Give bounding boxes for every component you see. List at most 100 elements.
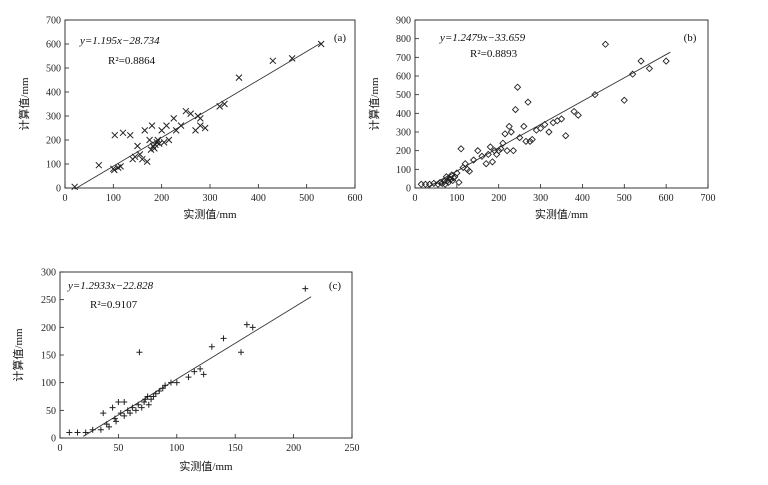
y-tick-label: 0 (406, 184, 411, 195)
data-point (167, 379, 174, 386)
data-point (141, 399, 148, 406)
data-point (557, 115, 566, 123)
data-point (516, 133, 524, 142)
data-point (465, 167, 474, 175)
y-tick-label: 900 (396, 16, 411, 27)
data-point (541, 120, 549, 129)
data-point (110, 166, 118, 174)
data-point (474, 147, 482, 155)
x-tick-label: 500 (299, 193, 314, 204)
y-tick-label: 100 (41, 378, 56, 389)
panel-label: (c) (329, 280, 342, 292)
y-tick-label: 400 (46, 88, 61, 99)
data-point (146, 136, 153, 144)
data-point (74, 429, 81, 436)
y-tick-label: 100 (396, 165, 411, 176)
data-point (201, 124, 209, 132)
data-point (495, 147, 503, 155)
data-point (132, 407, 139, 414)
data-point (162, 382, 169, 389)
data-point (645, 64, 654, 73)
data-point (526, 137, 534, 145)
data-point (109, 404, 116, 411)
data-point (134, 142, 141, 150)
y-tick-label: 200 (46, 136, 61, 147)
data-point (499, 139, 507, 147)
data-point (662, 57, 670, 65)
y-tick-label: 0 (56, 184, 61, 195)
data-point (302, 285, 309, 292)
data-point (243, 321, 250, 328)
x-tick-label: 100 (169, 443, 184, 454)
data-point (127, 410, 134, 417)
y-tick-label: 800 (396, 34, 411, 45)
data-point (440, 177, 448, 186)
data-point (221, 100, 228, 108)
data-point (455, 178, 463, 187)
data-point (249, 324, 256, 331)
data-point (106, 423, 113, 430)
y-axis-label: 计算值/mm (17, 77, 31, 131)
y-tick-label: 100 (46, 160, 61, 171)
data-point (138, 155, 146, 163)
r-squared-label: R²=0.8893 (470, 48, 518, 60)
x-tick-label: 700 (701, 193, 716, 204)
x-tick-label: 400 (251, 193, 266, 204)
y-tick-label: 150 (41, 351, 56, 362)
data-point (148, 122, 156, 129)
data-point (173, 379, 180, 386)
data-point (115, 399, 122, 406)
r-squared-label: R²=0.8864 (108, 55, 156, 67)
data-point (478, 152, 486, 160)
panel-label: (b) (684, 32, 697, 44)
y-tick-label: 500 (46, 64, 61, 75)
chart-panel-a: 0 100 200 300 400 500 600 0 100 200 300 400 500 600 70… (17, 16, 363, 222)
data-point (426, 180, 434, 188)
data-point (191, 368, 198, 375)
data-point (501, 130, 509, 138)
y-tick-label: 50 (46, 406, 56, 417)
data-point (601, 40, 610, 48)
data-point (155, 140, 163, 147)
data-point (457, 145, 465, 153)
data-point (574, 111, 582, 119)
data-point (177, 122, 185, 129)
data-point (524, 98, 532, 106)
data-point (503, 147, 511, 155)
data-point (119, 129, 127, 137)
data-point (156, 387, 163, 394)
plot-frame (414, 19, 709, 189)
data-point (131, 153, 139, 161)
data-point (469, 156, 478, 164)
x-tick-label: 200 (154, 193, 169, 204)
data-point (154, 136, 162, 144)
x-tick-label: 500 (617, 193, 632, 204)
data-point (553, 117, 561, 125)
data-point (488, 158, 497, 166)
data-point (117, 410, 124, 417)
data-point (113, 418, 120, 425)
data-point (269, 57, 277, 65)
data-point (511, 105, 520, 114)
x-tick-label: 100 (106, 193, 121, 204)
y-axis-label: 计算值/mm (367, 77, 381, 131)
data-point (200, 371, 207, 378)
data-point (497, 145, 505, 153)
data-point (82, 429, 89, 436)
data-point (196, 115, 204, 122)
y-tick-label: 700 (396, 53, 411, 64)
data-point (436, 178, 444, 187)
y-tick-label: 600 (396, 72, 411, 83)
y-tick-label: 300 (46, 112, 61, 123)
x-tick-label: 400 (575, 193, 590, 204)
chart-panel-c: 0 50 100 150 200 250 0 50 100 150 200 250 300 实测值/mm 计… (11, 268, 360, 474)
chart-panel-b: 0 100 200 300 400 500 600 700 0 100 200 300 400 500 60… (367, 16, 716, 222)
data-point (629, 70, 637, 78)
x-axis-label: 实测值/mm (535, 207, 589, 221)
data-point (549, 119, 557, 127)
data-point (620, 96, 628, 104)
data-point (165, 136, 173, 144)
data-point (507, 128, 515, 136)
data-point (97, 426, 104, 433)
